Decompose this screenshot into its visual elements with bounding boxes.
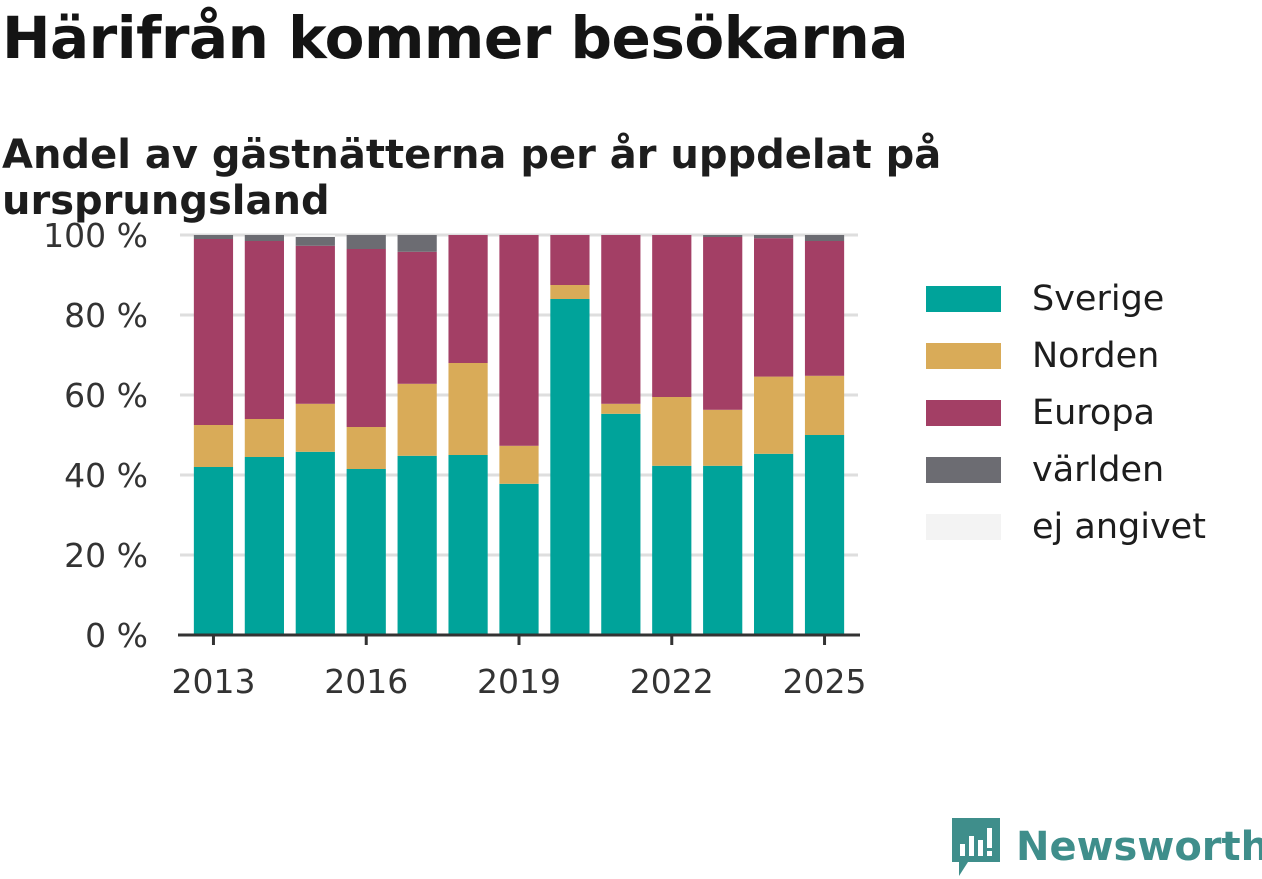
x-tick-label: 2019 — [477, 662, 561, 701]
bar-2023-norden — [703, 409, 743, 466]
legend-item-varlden: världen — [926, 441, 1206, 498]
legend-label-europa: Europa — [1032, 392, 1155, 433]
bar-2015-sverige — [295, 451, 335, 635]
y-tick-label: 0 % — [85, 616, 148, 655]
bar-2019-norden — [499, 445, 539, 484]
bar-2023-sverige — [703, 465, 743, 635]
bar-2025-världen — [804, 235, 845, 241]
bar-2025-europa — [804, 241, 845, 376]
legend-item-norden: Norden — [926, 327, 1206, 384]
bar-2021-norden — [601, 403, 641, 414]
bar-2013-sverige — [193, 467, 234, 635]
newsworthy-logo-icon — [952, 818, 1000, 876]
legend-swatch-europa — [926, 399, 1001, 426]
bar-2024-norden — [754, 376, 794, 454]
bar-2015-europa — [295, 245, 335, 404]
brand-name: Newsworthy — [1016, 824, 1262, 870]
bar-2017-sverige — [397, 455, 437, 635]
chart-subtitle: Andel av gästnätterna per år uppdelat på… — [2, 132, 942, 224]
x-tick-label: 2016 — [324, 662, 408, 701]
bar-2017-europa — [397, 251, 437, 384]
legend-item-europa: Europa — [926, 384, 1206, 441]
bars — [193, 235, 845, 635]
bar-2022-norden — [652, 397, 692, 466]
legend-swatch-ej-angivet — [926, 513, 1001, 540]
bar-2019-europa — [499, 235, 539, 446]
brand-logo-block: Newsworthy — [950, 816, 1262, 878]
bar-2024-sverige — [754, 453, 794, 635]
bar-2014-norden — [244, 419, 284, 457]
bar-2016-sverige — [346, 469, 386, 635]
x-tick-label: 2025 — [783, 662, 867, 701]
legend: Sverige Norden Europa världen ej angivet — [926, 270, 1206, 555]
bar-2014-europa — [244, 241, 284, 419]
legend-label-ej-angivet: ej angivet — [1032, 506, 1206, 547]
bar-2017-världen — [397, 235, 437, 252]
bar-2020-sverige — [550, 299, 590, 635]
legend-swatch-varlden — [926, 456, 1001, 483]
bar-2021-sverige — [601, 413, 641, 635]
bar-2015-världen — [295, 237, 335, 246]
bar-2025-norden — [804, 375, 845, 435]
legend-label-sverige: Sverige — [1032, 278, 1165, 319]
bar-2018-norden — [448, 363, 488, 455]
bar-2013-europa — [193, 239, 234, 425]
bar-2021-europa — [601, 235, 641, 404]
bar-2024-europa — [754, 238, 794, 377]
legend-label-varlden: världen — [1032, 449, 1165, 490]
bar-2020-europa — [550, 235, 590, 285]
y-tick-label: 20 % — [64, 536, 148, 575]
stacked-bar-chart: 0 % 20 % 40 % 60 % 80 % 100 % 2013 2016 2019 2022… — [43, 216, 866, 701]
legend-label-norden: Norden — [1032, 335, 1160, 376]
axes: 0 % 20 % 40 % 60 % 80 % 100 % 2013 2016 2019 2022… — [43, 216, 866, 701]
bar-2015-norden — [295, 403, 335, 452]
bar-2018-sverige — [448, 455, 488, 635]
bar-2022-sverige — [652, 465, 692, 635]
bar-2017-norden — [397, 383, 437, 456]
y-tick-label: 60 % — [64, 376, 148, 415]
chart-title: Härifrån kommer besökarna — [2, 4, 908, 72]
y-tick-label: 80 % — [64, 296, 148, 335]
y-tick-label: 100 % — [43, 216, 148, 255]
legend-item-sverige: Sverige — [926, 270, 1206, 327]
bar-2015-ej-angivet — [295, 235, 335, 237]
legend-swatch-norden — [926, 342, 1001, 369]
y-tick-label: 40 % — [64, 456, 148, 495]
bar-2018-europa — [448, 235, 488, 363]
bar-2023-europa — [703, 237, 743, 410]
bar-2019-sverige — [499, 483, 539, 635]
x-tick-label: 2022 — [630, 662, 714, 701]
bar-2024-världen — [754, 235, 794, 239]
bar-2016-europa — [346, 249, 386, 427]
bar-2023-världen — [703, 235, 743, 237]
x-tick-label: 2013 — [171, 662, 255, 701]
bar-2014-världen — [244, 235, 284, 241]
bar-2013-världen — [193, 235, 234, 239]
bar-2022-europa — [652, 235, 692, 397]
bar-2014-sverige — [244, 457, 284, 635]
legend-swatch-sverige — [926, 285, 1001, 312]
legend-item-ej-angivet: ej angivet — [926, 498, 1206, 555]
bar-2016-världen — [346, 235, 386, 249]
bar-2025-sverige — [804, 435, 845, 635]
bar-2020-norden — [550, 285, 590, 299]
bar-2013-norden — [193, 425, 234, 467]
bar-2016-norden — [346, 427, 386, 469]
